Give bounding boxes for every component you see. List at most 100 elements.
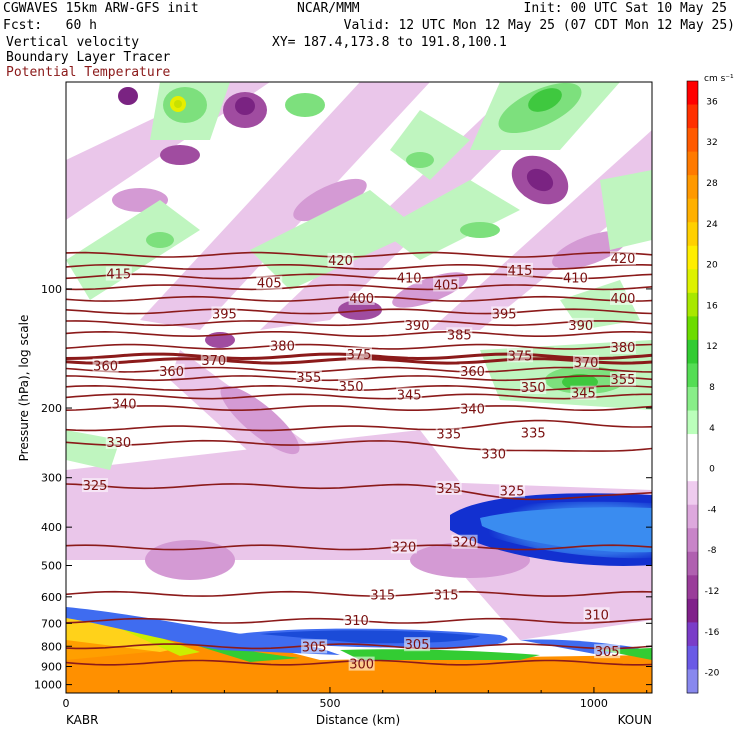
contour-label-bg bbox=[459, 401, 486, 416]
contour-label: 360 bbox=[460, 365, 485, 380]
colorbar-swatch bbox=[687, 245, 698, 270]
colorbar-swatch bbox=[687, 575, 698, 600]
contour-label: 385 bbox=[447, 328, 472, 343]
contour-label: 340 bbox=[112, 398, 137, 413]
contour-label-bg bbox=[92, 358, 119, 373]
contour-label: 320 bbox=[391, 540, 416, 555]
end-station-label: KOUN bbox=[618, 713, 652, 727]
y-tick-label: 200 bbox=[41, 402, 62, 415]
contour-label-bg bbox=[82, 478, 109, 493]
potential-temperature-labels: 415 405 420 410 405 415 410 420 400 395 400 395 390 3… bbox=[82, 250, 636, 673]
contour-label: 345 bbox=[571, 387, 596, 402]
isentrope-line bbox=[66, 590, 652, 597]
contour-label: 370 bbox=[201, 354, 226, 369]
contour-label-bg bbox=[105, 266, 132, 281]
vertical-velocity-field bbox=[66, 82, 652, 693]
colorbar-swatch bbox=[687, 387, 698, 412]
y-tick-label: 400 bbox=[41, 521, 62, 534]
contour-label-bg bbox=[570, 385, 597, 400]
colorbar-swatch bbox=[687, 669, 698, 694]
x-tick-label: 500 bbox=[319, 697, 340, 710]
colorbar-swatch bbox=[687, 81, 698, 106]
contour-label: 395 bbox=[212, 307, 237, 322]
contour-label: 415 bbox=[508, 264, 533, 279]
contour-label-bg bbox=[520, 425, 547, 440]
contour-label: 390 bbox=[405, 319, 430, 334]
contour-label-bg bbox=[343, 612, 370, 627]
contour-label: 315 bbox=[434, 588, 459, 603]
isentrope-line bbox=[66, 439, 652, 452]
colorbar-swatch bbox=[687, 504, 698, 529]
contour-label: 305 bbox=[302, 640, 327, 655]
contour-label: 380 bbox=[611, 341, 636, 356]
contour-label: 325 bbox=[500, 484, 525, 499]
colorbar-swatch bbox=[687, 434, 698, 459]
x-axis-label: Distance (km) bbox=[316, 713, 400, 727]
cross-section-endpoints: XY= 187.4,173.8 to 191.8,100.1 bbox=[272, 35, 507, 50]
contour-label: 415 bbox=[106, 268, 131, 283]
organization-label: NCAR/MMM bbox=[297, 1, 360, 16]
contour-label-bg bbox=[200, 352, 227, 367]
isentrope-line bbox=[66, 251, 652, 258]
contour-label: 335 bbox=[521, 427, 546, 442]
contour-label: 345 bbox=[397, 389, 422, 404]
start-station-label: KABR bbox=[66, 713, 98, 727]
colorbar-swatch bbox=[687, 457, 698, 482]
isentrope-line bbox=[66, 405, 652, 411]
contour-label-bg bbox=[609, 250, 636, 265]
contour-label: 395 bbox=[492, 307, 517, 322]
y-tick-label: 300 bbox=[41, 472, 62, 485]
valid-time: Valid: 12 UTC Mon 12 May 25 (07 CDT Mon … bbox=[343, 18, 735, 33]
y-tick-label: 700 bbox=[41, 617, 62, 630]
contour-label: 360 bbox=[93, 359, 118, 374]
colorbar-tick-label: 36 bbox=[706, 97, 718, 107]
contour-label-bg bbox=[594, 644, 621, 659]
contour-label-bg bbox=[369, 587, 396, 602]
colorbar-tick-label: -16 bbox=[705, 628, 720, 638]
contour-label-bg bbox=[435, 426, 462, 441]
contour-label: 360 bbox=[159, 365, 184, 380]
contour-label-bg bbox=[520, 380, 547, 395]
contour-label-bg bbox=[348, 656, 375, 671]
colorbar-swatch bbox=[687, 269, 698, 294]
init-time: Init: 00 UTC Sat 10 May 25 bbox=[523, 1, 728, 16]
contour-label: 420 bbox=[611, 252, 636, 267]
contour-label-bg bbox=[562, 270, 589, 285]
colorbar: 36 32 28 24 20 16 12 8 4 0 -4 -8 -12 -16 -20 bbox=[686, 80, 720, 694]
contour-label-bg bbox=[158, 363, 185, 378]
isentrope-line bbox=[66, 544, 652, 551]
colorbar-tick-label: 12 bbox=[706, 342, 717, 352]
contour-label: 330 bbox=[481, 447, 506, 462]
contour-label-bg bbox=[499, 483, 526, 498]
contour-label: 310 bbox=[584, 608, 609, 623]
contour-label: 370 bbox=[574, 356, 599, 371]
contour-label-bg bbox=[480, 446, 507, 461]
contour-label: 305 bbox=[595, 645, 620, 660]
contour-label-bg bbox=[459, 363, 486, 378]
contour-label-bg bbox=[404, 637, 431, 652]
colorbar-swatch bbox=[687, 339, 698, 364]
contour-label: 330 bbox=[106, 436, 131, 451]
contour-label: 400 bbox=[611, 292, 636, 307]
colorbar-tick-label: -20 bbox=[705, 669, 720, 679]
forecast-hour: Fcst: 60 h bbox=[3, 18, 97, 33]
model-title: CGWAVES 15km ARW-GFS init bbox=[3, 1, 199, 16]
y-tick-label: 800 bbox=[41, 640, 62, 653]
colorbar-tick-label: 4 bbox=[709, 424, 715, 434]
contour-label: 375 bbox=[347, 348, 372, 363]
y-axis-label: Pressure (hPa), log scale bbox=[17, 315, 31, 462]
contour-label: 300 bbox=[349, 658, 374, 673]
y-tick-label: 600 bbox=[41, 591, 62, 604]
colorbar-swatch bbox=[687, 292, 698, 317]
contour-label-bg bbox=[327, 252, 354, 267]
isentrope-line bbox=[66, 419, 652, 432]
contour-label-bg bbox=[446, 327, 473, 342]
contour-label-bg bbox=[433, 277, 460, 292]
contour-label-bg bbox=[390, 539, 417, 554]
x-tick-label: 1000 bbox=[580, 697, 608, 710]
colorbar-frame bbox=[686, 80, 699, 694]
contour-label-bg bbox=[348, 290, 375, 305]
contour-label: 410 bbox=[397, 271, 422, 286]
isentrope-line bbox=[66, 273, 652, 280]
colorbar-tick-label: 28 bbox=[706, 179, 718, 189]
